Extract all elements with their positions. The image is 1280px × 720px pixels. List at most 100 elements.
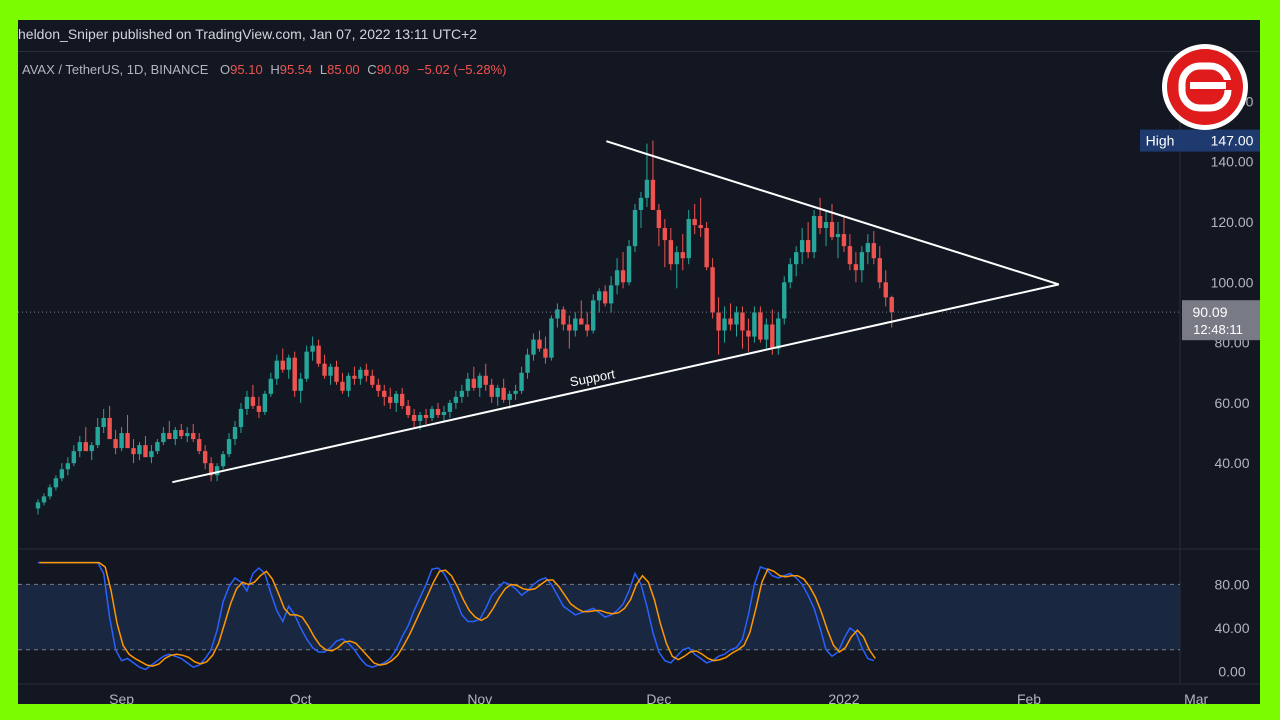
candle-body: [710, 267, 715, 313]
candle-body: [591, 300, 596, 331]
candle-body: [698, 225, 703, 229]
stoch-k-line: [38, 561, 875, 671]
candle-body: [250, 396, 256, 406]
candle-body: [244, 396, 250, 409]
candle-body: [352, 375, 357, 379]
candle-body: [543, 348, 548, 358]
candle-body: [334, 366, 339, 382]
candle-body: [77, 442, 82, 452]
candle-body: [71, 451, 77, 464]
candle-body: [596, 291, 602, 301]
candle-body: [137, 445, 142, 455]
candle-body: [268, 378, 274, 394]
candle-body: [310, 345, 315, 352]
candle-body: [208, 463, 214, 476]
price-tick-label: 100.00: [1211, 274, 1254, 290]
oscillator-band: [18, 584, 1180, 650]
support-trendline: [172, 283, 1060, 484]
candle-body: [734, 312, 739, 325]
candle-body: [620, 270, 626, 283]
candle-body: [131, 448, 136, 455]
chart-area[interactable]: Support 160.00140.00120.00100.0080.0060.…: [18, 20, 1260, 704]
candle-body: [95, 427, 100, 446]
candle-body: [823, 222, 829, 229]
price-tick-label: 40.00: [1214, 455, 1249, 471]
candle-body: [788, 264, 793, 283]
candle-body: [871, 243, 876, 259]
candle-body: [149, 451, 154, 458]
time-axis-label: Dec: [646, 691, 671, 704]
candle-body: [388, 396, 393, 403]
candle-body: [877, 258, 882, 283]
oscillator-lines-group: [38, 561, 876, 671]
candle-body: [740, 312, 745, 331]
candle-body: [47, 487, 53, 497]
candle-body: [644, 179, 650, 198]
candle-body: [185, 433, 190, 437]
candle-body: [358, 369, 363, 379]
resistance-trendline: [606, 140, 1060, 286]
candle-body: [125, 433, 130, 449]
candle-body: [35, 502, 41, 509]
candle-body: [214, 466, 220, 476]
candle-body: [286, 357, 291, 370]
candle-body: [859, 252, 865, 271]
candle-body: [238, 408, 244, 428]
candle-body: [274, 360, 279, 379]
current-price-label: 90.09: [1192, 304, 1227, 320]
candle-body: [316, 345, 321, 364]
candle-body: [841, 234, 847, 247]
brand-logo: [1162, 44, 1248, 130]
candle-body: [608, 285, 614, 304]
candle-body: [399, 393, 405, 406]
axis-group: 160.00140.00120.00100.0080.0060.0040.00H…: [109, 93, 1260, 704]
oscillator-tick-label: 0.00: [1218, 664, 1245, 680]
candle-body: [829, 222, 835, 238]
candle-body: [531, 339, 536, 355]
candle-body: [567, 324, 572, 331]
candle-body: [447, 402, 453, 412]
candle-body: [656, 209, 662, 229]
candle-body: [364, 369, 369, 376]
candle-body: [429, 408, 435, 418]
candle-body: [226, 439, 232, 455]
candle-body: [770, 324, 775, 349]
candle-body: [65, 463, 71, 470]
candle-body: [650, 179, 656, 210]
candle-body: [686, 218, 691, 259]
time-axis-label: Nov: [467, 691, 492, 704]
candle-body: [155, 442, 160, 452]
candle-body: [83, 442, 88, 452]
candle-body: [459, 390, 465, 397]
candle-body: [561, 309, 566, 325]
candle-body: [340, 381, 345, 391]
change-value: −5.02 (−5.28%): [416, 62, 507, 77]
candle-body: [722, 318, 727, 331]
candle-body: [435, 408, 441, 415]
low-value: 85.00: [327, 62, 360, 77]
chart-svg[interactable]: Support 160.00140.00120.00100.0080.0060.…: [18, 20, 1260, 704]
candle-body: [370, 375, 375, 385]
candle-body: [41, 496, 47, 503]
candle-body: [573, 318, 578, 331]
candle-body: [776, 318, 781, 349]
candle-body: [519, 372, 524, 391]
candle-body: [752, 312, 757, 337]
open-value: 95.10: [230, 62, 263, 77]
candle-body: [119, 433, 124, 449]
high-marker-bg: [1140, 129, 1260, 152]
high-key: H: [270, 62, 280, 77]
candle-body: [346, 375, 351, 391]
candle-body: [883, 282, 888, 298]
candle-body: [746, 330, 751, 337]
candle-body: [632, 209, 638, 247]
price-tick-label: 60.00: [1214, 395, 1249, 411]
oscillator-tick-label: 40.00: [1214, 620, 1249, 636]
symbol-label[interactable]: AVAX / TetherUS, 1D, BINANCE: [22, 62, 209, 77]
candle-body: [680, 252, 685, 259]
candle-body: [758, 312, 763, 340]
candle-body: [549, 318, 554, 358]
candle-body: [191, 433, 196, 440]
candle-body: [668, 240, 674, 265]
grid-group: [18, 51, 1260, 685]
